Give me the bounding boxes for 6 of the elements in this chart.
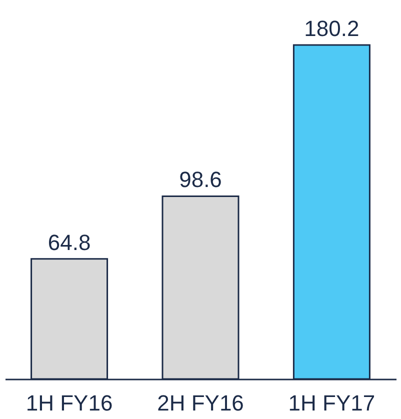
x-tick-label: 2H FY16	[157, 390, 244, 416]
x-tick-label: 1H FY16	[26, 390, 113, 416]
data-label: 98.6	[179, 167, 222, 192]
data-label: 180.2	[304, 16, 360, 41]
x-tick-label: 1H FY17	[288, 390, 376, 416]
data-label: 64.8	[48, 230, 91, 255]
